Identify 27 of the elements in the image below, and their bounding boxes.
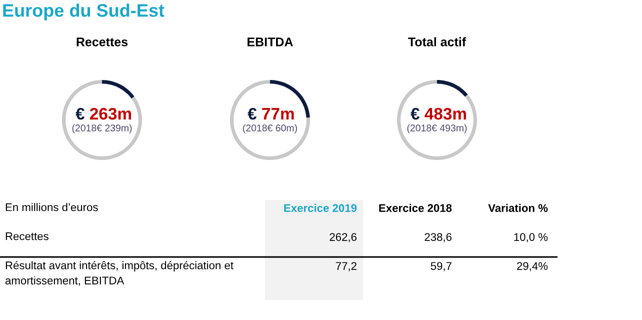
text: € 483m (410, 108, 466, 120)
text: Recettes (6, 232, 48, 240)
text: Europe du Sud-Est (3, 4, 164, 20)
chart-title: EBITDA (248, 38, 293, 46)
text: 77,2 (336, 262, 356, 272)
chart-title: Recettes (76, 38, 128, 46)
donut-slice (230, 80, 310, 160)
text: Exercice 2019 (284, 204, 357, 212)
donut-slice (62, 80, 142, 160)
text: (2018€ 493m) (407, 124, 467, 134)
chart-title: Total actif (408, 37, 466, 46)
donut-slice (437, 80, 468, 97)
text: € 77m (248, 108, 294, 120)
text: (2018€ 60m) (243, 124, 297, 134)
text: En millions d’euros (6, 203, 98, 212)
text: 238,6 (424, 233, 452, 242)
text: 29,4% (517, 262, 548, 272)
text: Résultat avant intérêts, impôts, dépréciation et amortissement, EBITDA (5, 261, 234, 286)
donut-slice (397, 80, 477, 160)
donut-slice (102, 80, 134, 99)
text: 10,0 % (514, 233, 548, 242)
text: Exercice 2018 (379, 204, 452, 212)
text: € 263m (76, 108, 131, 120)
text: (2018€ 239m) (72, 124, 132, 134)
text: 59,7 (430, 262, 452, 272)
text: 262,6 (330, 233, 357, 242)
text: Variation % (488, 204, 548, 212)
